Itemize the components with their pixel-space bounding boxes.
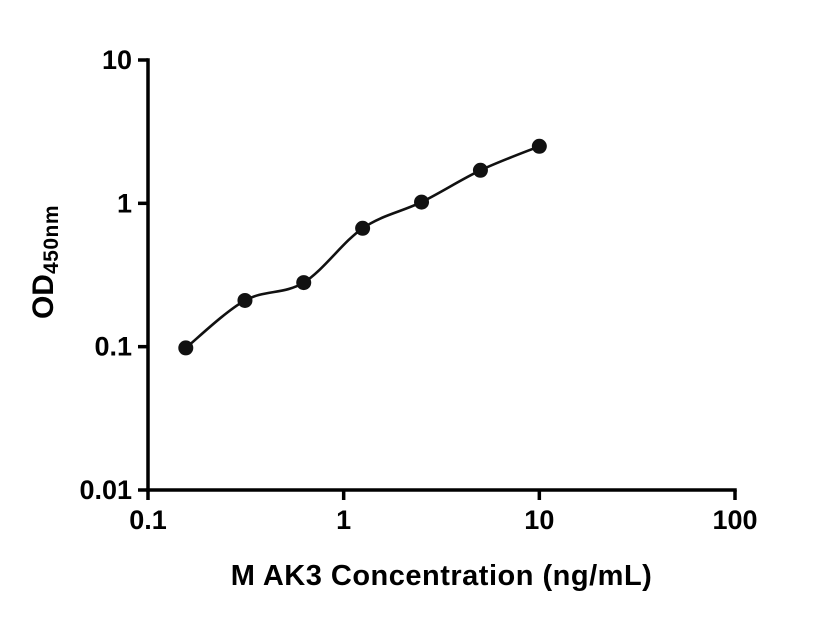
x-tick-label: 0.1 (129, 505, 167, 535)
data-point (414, 194, 430, 210)
data-point (237, 292, 253, 308)
data-point (178, 340, 194, 356)
data-point (355, 220, 371, 236)
x-axis-title: M AK3 Concentration (ng/mL) (230, 560, 653, 592)
x-tick-label: 100 (712, 505, 757, 535)
y-tick-label: 1 (117, 188, 132, 218)
data-point (296, 275, 312, 291)
y-tick-label: 0.01 (79, 475, 132, 505)
y-tick-label: 0.1 (94, 332, 132, 362)
y-axis-title: OD450nm (27, 204, 63, 320)
data-point (472, 162, 488, 178)
y-axis-title-main: OD (27, 274, 60, 320)
data-point (531, 138, 547, 154)
x-tick-label: 1 (336, 505, 351, 535)
y-axis-title-subscript: 450nm (40, 204, 63, 275)
y-tick-label: 10 (102, 45, 132, 75)
fit-curve-line (184, 145, 540, 349)
x-tick-label: 10 (524, 505, 554, 535)
